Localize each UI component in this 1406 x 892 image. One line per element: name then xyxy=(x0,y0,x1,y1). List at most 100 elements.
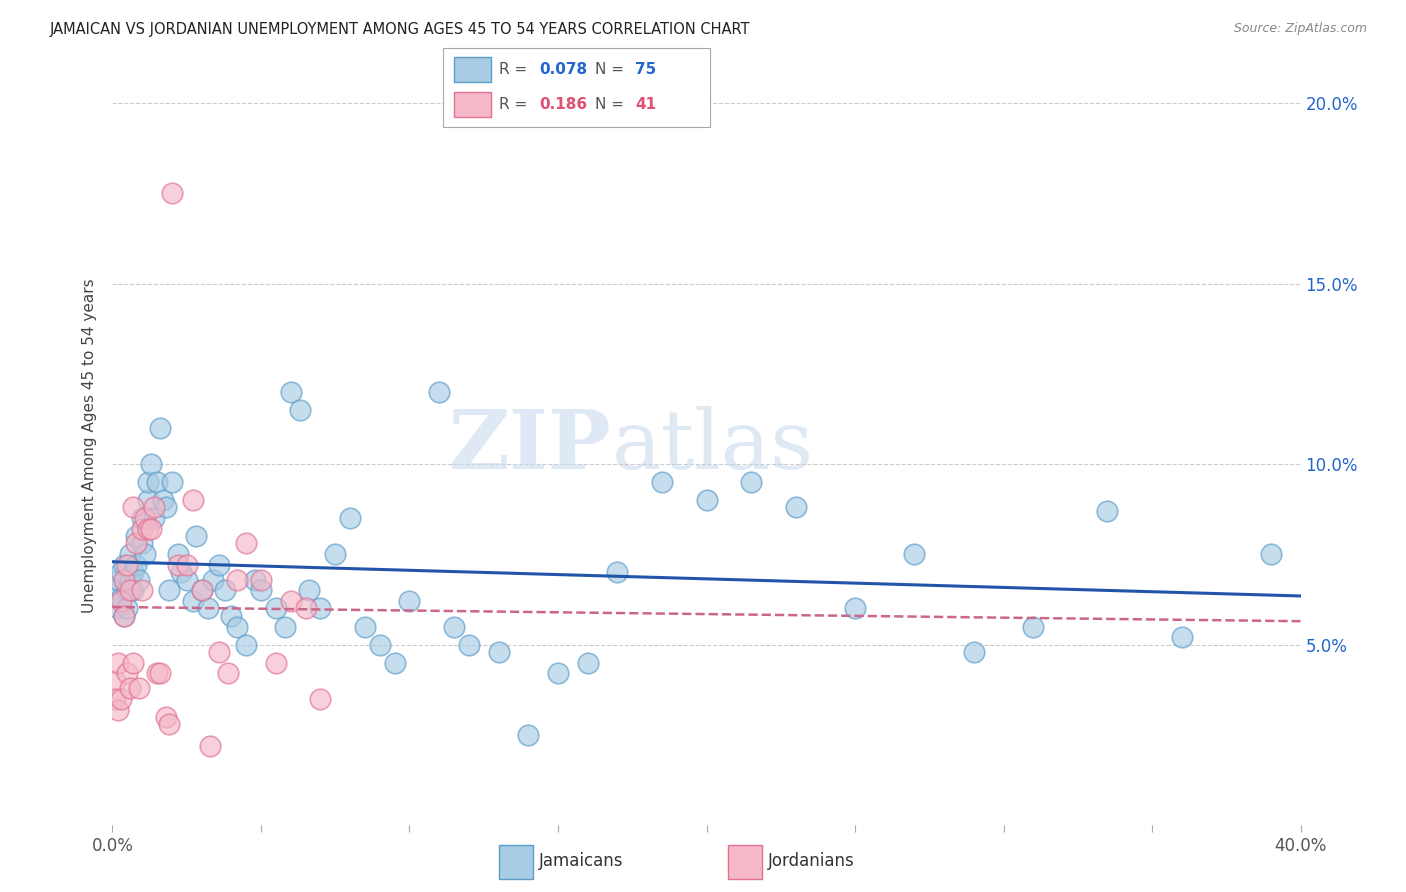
Point xyxy=(117,583,139,598)
Point xyxy=(368,638,391,652)
Point xyxy=(107,656,129,670)
Point xyxy=(166,547,188,561)
Point xyxy=(264,656,287,670)
Point xyxy=(297,583,319,598)
Point xyxy=(339,511,361,525)
Point xyxy=(146,666,169,681)
Text: 0.186: 0.186 xyxy=(538,97,588,112)
Point xyxy=(202,573,225,587)
Point xyxy=(288,403,311,417)
Point xyxy=(170,566,193,580)
Point xyxy=(122,583,145,598)
Point xyxy=(112,573,135,587)
Point xyxy=(217,666,239,681)
Point xyxy=(235,638,257,652)
Point xyxy=(117,666,139,681)
Point xyxy=(250,583,273,598)
Point xyxy=(117,558,139,573)
Text: 41: 41 xyxy=(636,97,657,112)
Text: R =: R = xyxy=(499,62,531,77)
Point xyxy=(384,656,406,670)
Point xyxy=(190,583,212,598)
Point xyxy=(120,547,142,561)
Point xyxy=(139,457,162,471)
Point xyxy=(1022,619,1045,633)
Point xyxy=(136,475,159,489)
Point xyxy=(155,710,177,724)
Point xyxy=(112,608,135,623)
Text: Jordanians: Jordanians xyxy=(768,852,855,871)
Point xyxy=(517,728,540,742)
Point xyxy=(696,493,718,508)
Point xyxy=(219,608,242,623)
Point xyxy=(122,566,145,580)
Point xyxy=(963,645,986,659)
Point xyxy=(104,673,127,688)
Point xyxy=(120,573,142,587)
Point xyxy=(184,529,207,543)
Point xyxy=(323,547,346,561)
Point xyxy=(309,601,332,615)
Point xyxy=(176,558,198,573)
Point xyxy=(155,500,177,515)
Point xyxy=(176,573,198,587)
Text: atlas: atlas xyxy=(612,406,814,486)
Point xyxy=(143,500,166,515)
Point xyxy=(243,573,266,587)
Text: N =: N = xyxy=(595,62,628,77)
Point xyxy=(160,186,183,201)
Point xyxy=(134,511,156,525)
Point xyxy=(131,522,153,536)
Point xyxy=(197,601,219,615)
Point xyxy=(125,558,148,573)
Point xyxy=(157,583,180,598)
Point xyxy=(131,583,153,598)
Point xyxy=(208,645,231,659)
Point xyxy=(309,691,332,706)
Point xyxy=(149,666,172,681)
Point xyxy=(274,619,297,633)
Point xyxy=(110,691,132,706)
Text: JAMAICAN VS JORDANIAN UNEMPLOYMENT AMONG AGES 45 TO 54 YEARS CORRELATION CHART: JAMAICAN VS JORDANIAN UNEMPLOYMENT AMONG… xyxy=(49,22,749,37)
Point xyxy=(443,619,465,633)
Point xyxy=(785,500,807,515)
Text: N =: N = xyxy=(595,97,628,112)
Y-axis label: Unemployment Among Ages 45 to 54 years: Unemployment Among Ages 45 to 54 years xyxy=(82,278,97,614)
Point xyxy=(122,500,145,515)
Point xyxy=(427,384,450,399)
Text: R =: R = xyxy=(499,97,531,112)
Point xyxy=(200,739,222,753)
Point xyxy=(107,601,129,615)
Point xyxy=(576,656,599,670)
Point xyxy=(120,583,142,598)
Point xyxy=(143,511,166,525)
Point xyxy=(208,558,231,573)
Point xyxy=(181,594,204,608)
Point xyxy=(136,522,159,536)
Point xyxy=(117,601,139,615)
Point xyxy=(250,573,273,587)
Text: ZIP: ZIP xyxy=(449,406,612,486)
FancyBboxPatch shape xyxy=(454,92,491,117)
Point xyxy=(110,591,132,605)
Point xyxy=(226,619,249,633)
Point xyxy=(107,702,129,716)
Point xyxy=(1097,504,1119,518)
Point xyxy=(131,536,153,550)
Point xyxy=(110,566,132,580)
Point xyxy=(1170,631,1192,645)
Text: 0.078: 0.078 xyxy=(538,62,588,77)
Point xyxy=(547,666,569,681)
Point xyxy=(398,594,420,608)
Point xyxy=(740,475,762,489)
Point xyxy=(146,475,169,489)
Point xyxy=(122,656,145,670)
Point xyxy=(457,638,479,652)
Point xyxy=(903,547,925,561)
Point xyxy=(160,475,183,489)
Point xyxy=(235,536,257,550)
Point xyxy=(107,573,129,587)
Point xyxy=(128,681,150,695)
Point xyxy=(181,493,204,508)
Point xyxy=(280,384,302,399)
